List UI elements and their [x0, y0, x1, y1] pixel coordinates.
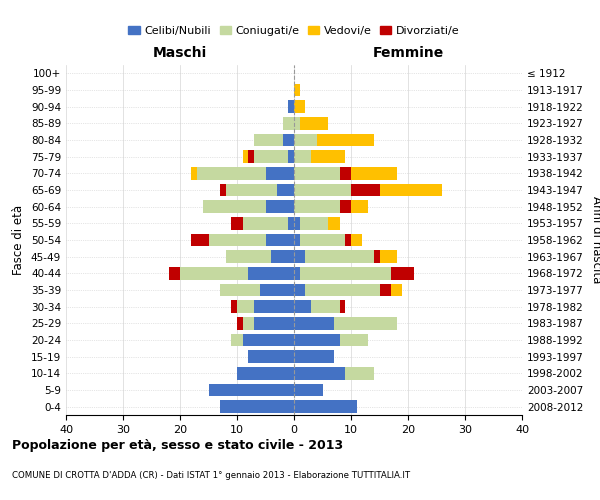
- Bar: [294, 134, 317, 146]
- Bar: [294, 150, 311, 163]
- Bar: [294, 334, 340, 346]
- Bar: [391, 284, 402, 296]
- Bar: [294, 400, 356, 413]
- Bar: [294, 117, 300, 130]
- Bar: [242, 317, 254, 330]
- Bar: [374, 250, 380, 263]
- Bar: [346, 367, 374, 380]
- Bar: [265, 200, 294, 213]
- Bar: [340, 334, 368, 346]
- Bar: [294, 300, 311, 313]
- Bar: [300, 117, 328, 130]
- Bar: [311, 150, 346, 163]
- Bar: [180, 267, 248, 280]
- Bar: [237, 300, 254, 313]
- Bar: [191, 167, 197, 179]
- Bar: [254, 134, 283, 146]
- Bar: [220, 400, 294, 413]
- Bar: [294, 367, 346, 380]
- Bar: [243, 150, 248, 163]
- Bar: [300, 217, 328, 230]
- Bar: [248, 150, 254, 163]
- Bar: [226, 184, 277, 196]
- Bar: [289, 150, 294, 163]
- Bar: [169, 267, 180, 280]
- Bar: [191, 234, 209, 246]
- Bar: [209, 384, 294, 396]
- Bar: [294, 184, 351, 196]
- Text: COMUNE DI CROTTA D'ADDA (CR) - Dati ISTAT 1° gennaio 2013 - Elaborazione TUTTITA: COMUNE DI CROTTA D'ADDA (CR) - Dati ISTA…: [12, 471, 410, 480]
- Bar: [254, 300, 294, 313]
- Bar: [294, 234, 300, 246]
- Bar: [243, 217, 289, 230]
- Bar: [237, 317, 242, 330]
- Bar: [232, 300, 237, 313]
- Bar: [260, 284, 294, 296]
- Bar: [340, 200, 351, 213]
- Bar: [294, 284, 305, 296]
- Bar: [340, 167, 351, 179]
- Bar: [220, 284, 260, 296]
- Bar: [226, 250, 271, 263]
- Bar: [305, 250, 374, 263]
- Bar: [232, 217, 242, 230]
- Bar: [271, 250, 294, 263]
- Bar: [220, 184, 226, 196]
- Bar: [232, 334, 242, 346]
- Bar: [300, 234, 346, 246]
- Bar: [289, 100, 294, 113]
- Bar: [294, 317, 334, 330]
- Bar: [237, 367, 294, 380]
- Bar: [294, 384, 323, 396]
- Bar: [351, 234, 362, 246]
- Bar: [380, 284, 391, 296]
- Bar: [294, 100, 305, 113]
- Bar: [294, 217, 300, 230]
- Bar: [351, 200, 368, 213]
- Bar: [294, 350, 334, 363]
- Bar: [283, 134, 294, 146]
- Bar: [351, 167, 397, 179]
- Bar: [209, 234, 265, 246]
- Bar: [248, 350, 294, 363]
- Bar: [254, 317, 294, 330]
- Legend: Celibi/Nubili, Coniugati/e, Vedovi/e, Divorziati/e: Celibi/Nubili, Coniugati/e, Vedovi/e, Di…: [124, 22, 464, 40]
- Bar: [328, 217, 340, 230]
- Bar: [294, 200, 340, 213]
- Text: Femmine: Femmine: [373, 46, 443, 60]
- Bar: [242, 334, 294, 346]
- Text: Popolazione per età, sesso e stato civile - 2013: Popolazione per età, sesso e stato civil…: [12, 440, 343, 452]
- Bar: [311, 300, 340, 313]
- Bar: [265, 167, 294, 179]
- Bar: [380, 184, 442, 196]
- Bar: [391, 267, 414, 280]
- Bar: [305, 284, 380, 296]
- Bar: [317, 134, 374, 146]
- Y-axis label: Fasce di età: Fasce di età: [13, 205, 25, 275]
- Bar: [340, 300, 346, 313]
- Bar: [294, 267, 300, 280]
- Bar: [300, 267, 391, 280]
- Bar: [254, 150, 289, 163]
- Bar: [380, 250, 397, 263]
- Bar: [277, 184, 294, 196]
- Bar: [248, 267, 294, 280]
- Bar: [197, 167, 265, 179]
- Bar: [265, 234, 294, 246]
- Bar: [203, 200, 265, 213]
- Bar: [294, 84, 300, 96]
- Bar: [346, 234, 351, 246]
- Bar: [283, 117, 294, 130]
- Bar: [294, 167, 340, 179]
- Text: Maschi: Maschi: [153, 46, 207, 60]
- Y-axis label: Anni di nascita: Anni di nascita: [590, 196, 600, 284]
- Bar: [351, 184, 380, 196]
- Bar: [294, 250, 305, 263]
- Bar: [289, 217, 294, 230]
- Bar: [334, 317, 397, 330]
